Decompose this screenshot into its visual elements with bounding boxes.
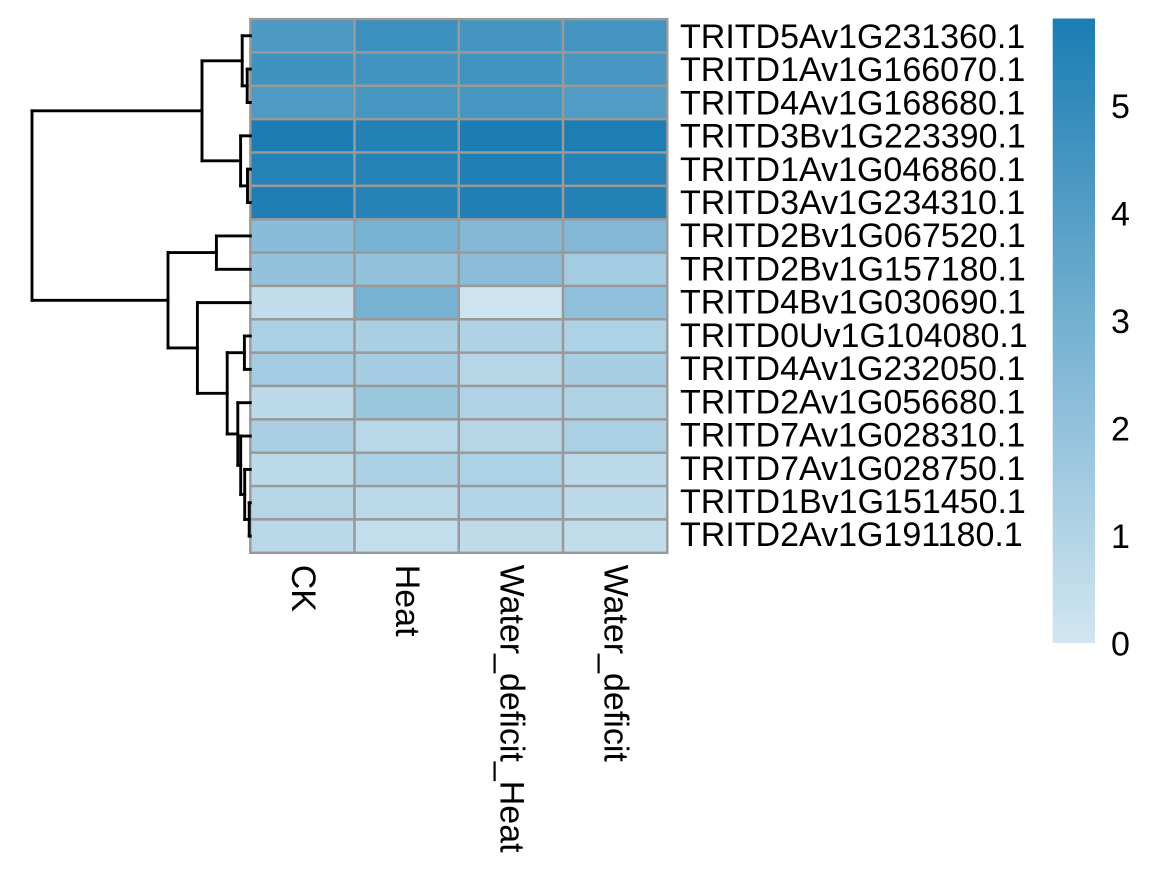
svg-text:TRITD1Av1G046860.1: TRITD1Av1G046860.1 — [680, 151, 1025, 189]
svg-text:TRITD2Bv1G067520.1: TRITD2Bv1G067520.1 — [680, 217, 1026, 255]
svg-text:Heat: Heat — [388, 565, 426, 637]
svg-text:TRITD2Av1G191180.1: TRITD2Av1G191180.1 — [680, 516, 1023, 554]
svg-text:5: 5 — [1111, 88, 1130, 126]
svg-text:TRITD1Bv1G151450.1: TRITD1Bv1G151450.1 — [680, 483, 1026, 521]
svg-text:TRITD4Bv1G030690.1: TRITD4Bv1G030690.1 — [680, 284, 1026, 322]
svg-text:CK: CK — [284, 565, 322, 613]
svg-text:2: 2 — [1111, 411, 1130, 449]
svg-text:TRITD3Bv1G223390.1: TRITD3Bv1G223390.1 — [680, 118, 1026, 156]
svg-text:TRITD4Av1G168680.1: TRITD4Av1G168680.1 — [680, 84, 1025, 122]
svg-text:TRITD7Av1G028750.1: TRITD7Av1G028750.1 — [680, 450, 1025, 488]
svg-text:TRITD0Uv1G104080.1: TRITD0Uv1G104080.1 — [680, 317, 1028, 355]
svg-text:TRITD7Av1G028310.1: TRITD7Av1G028310.1 — [680, 417, 1025, 455]
svg-text:1: 1 — [1111, 518, 1130, 556]
svg-text:Water_deficit: Water_deficit — [597, 565, 635, 763]
svg-text:TRITD1Av1G166070.1: TRITD1Av1G166070.1 — [680, 51, 1025, 89]
svg-text:TRITD4Av1G232050.1: TRITD4Av1G232050.1 — [680, 350, 1025, 388]
svg-text:TRITD3Av1G234310.1: TRITD3Av1G234310.1 — [680, 184, 1025, 222]
svg-text:TRITD5Av1G231360.1: TRITD5Av1G231360.1 — [680, 18, 1025, 56]
svg-text:3: 3 — [1111, 303, 1130, 341]
svg-text:Water_deficit_Heat: Water_deficit_Heat — [492, 565, 530, 853]
svg-text:TRITD2Av1G056680.1: TRITD2Av1G056680.1 — [680, 383, 1025, 421]
svg-text:0: 0 — [1111, 626, 1130, 664]
svg-text:TRITD2Bv1G157180.1: TRITD2Bv1G157180.1 — [680, 250, 1026, 288]
svg-text:4: 4 — [1111, 196, 1130, 234]
